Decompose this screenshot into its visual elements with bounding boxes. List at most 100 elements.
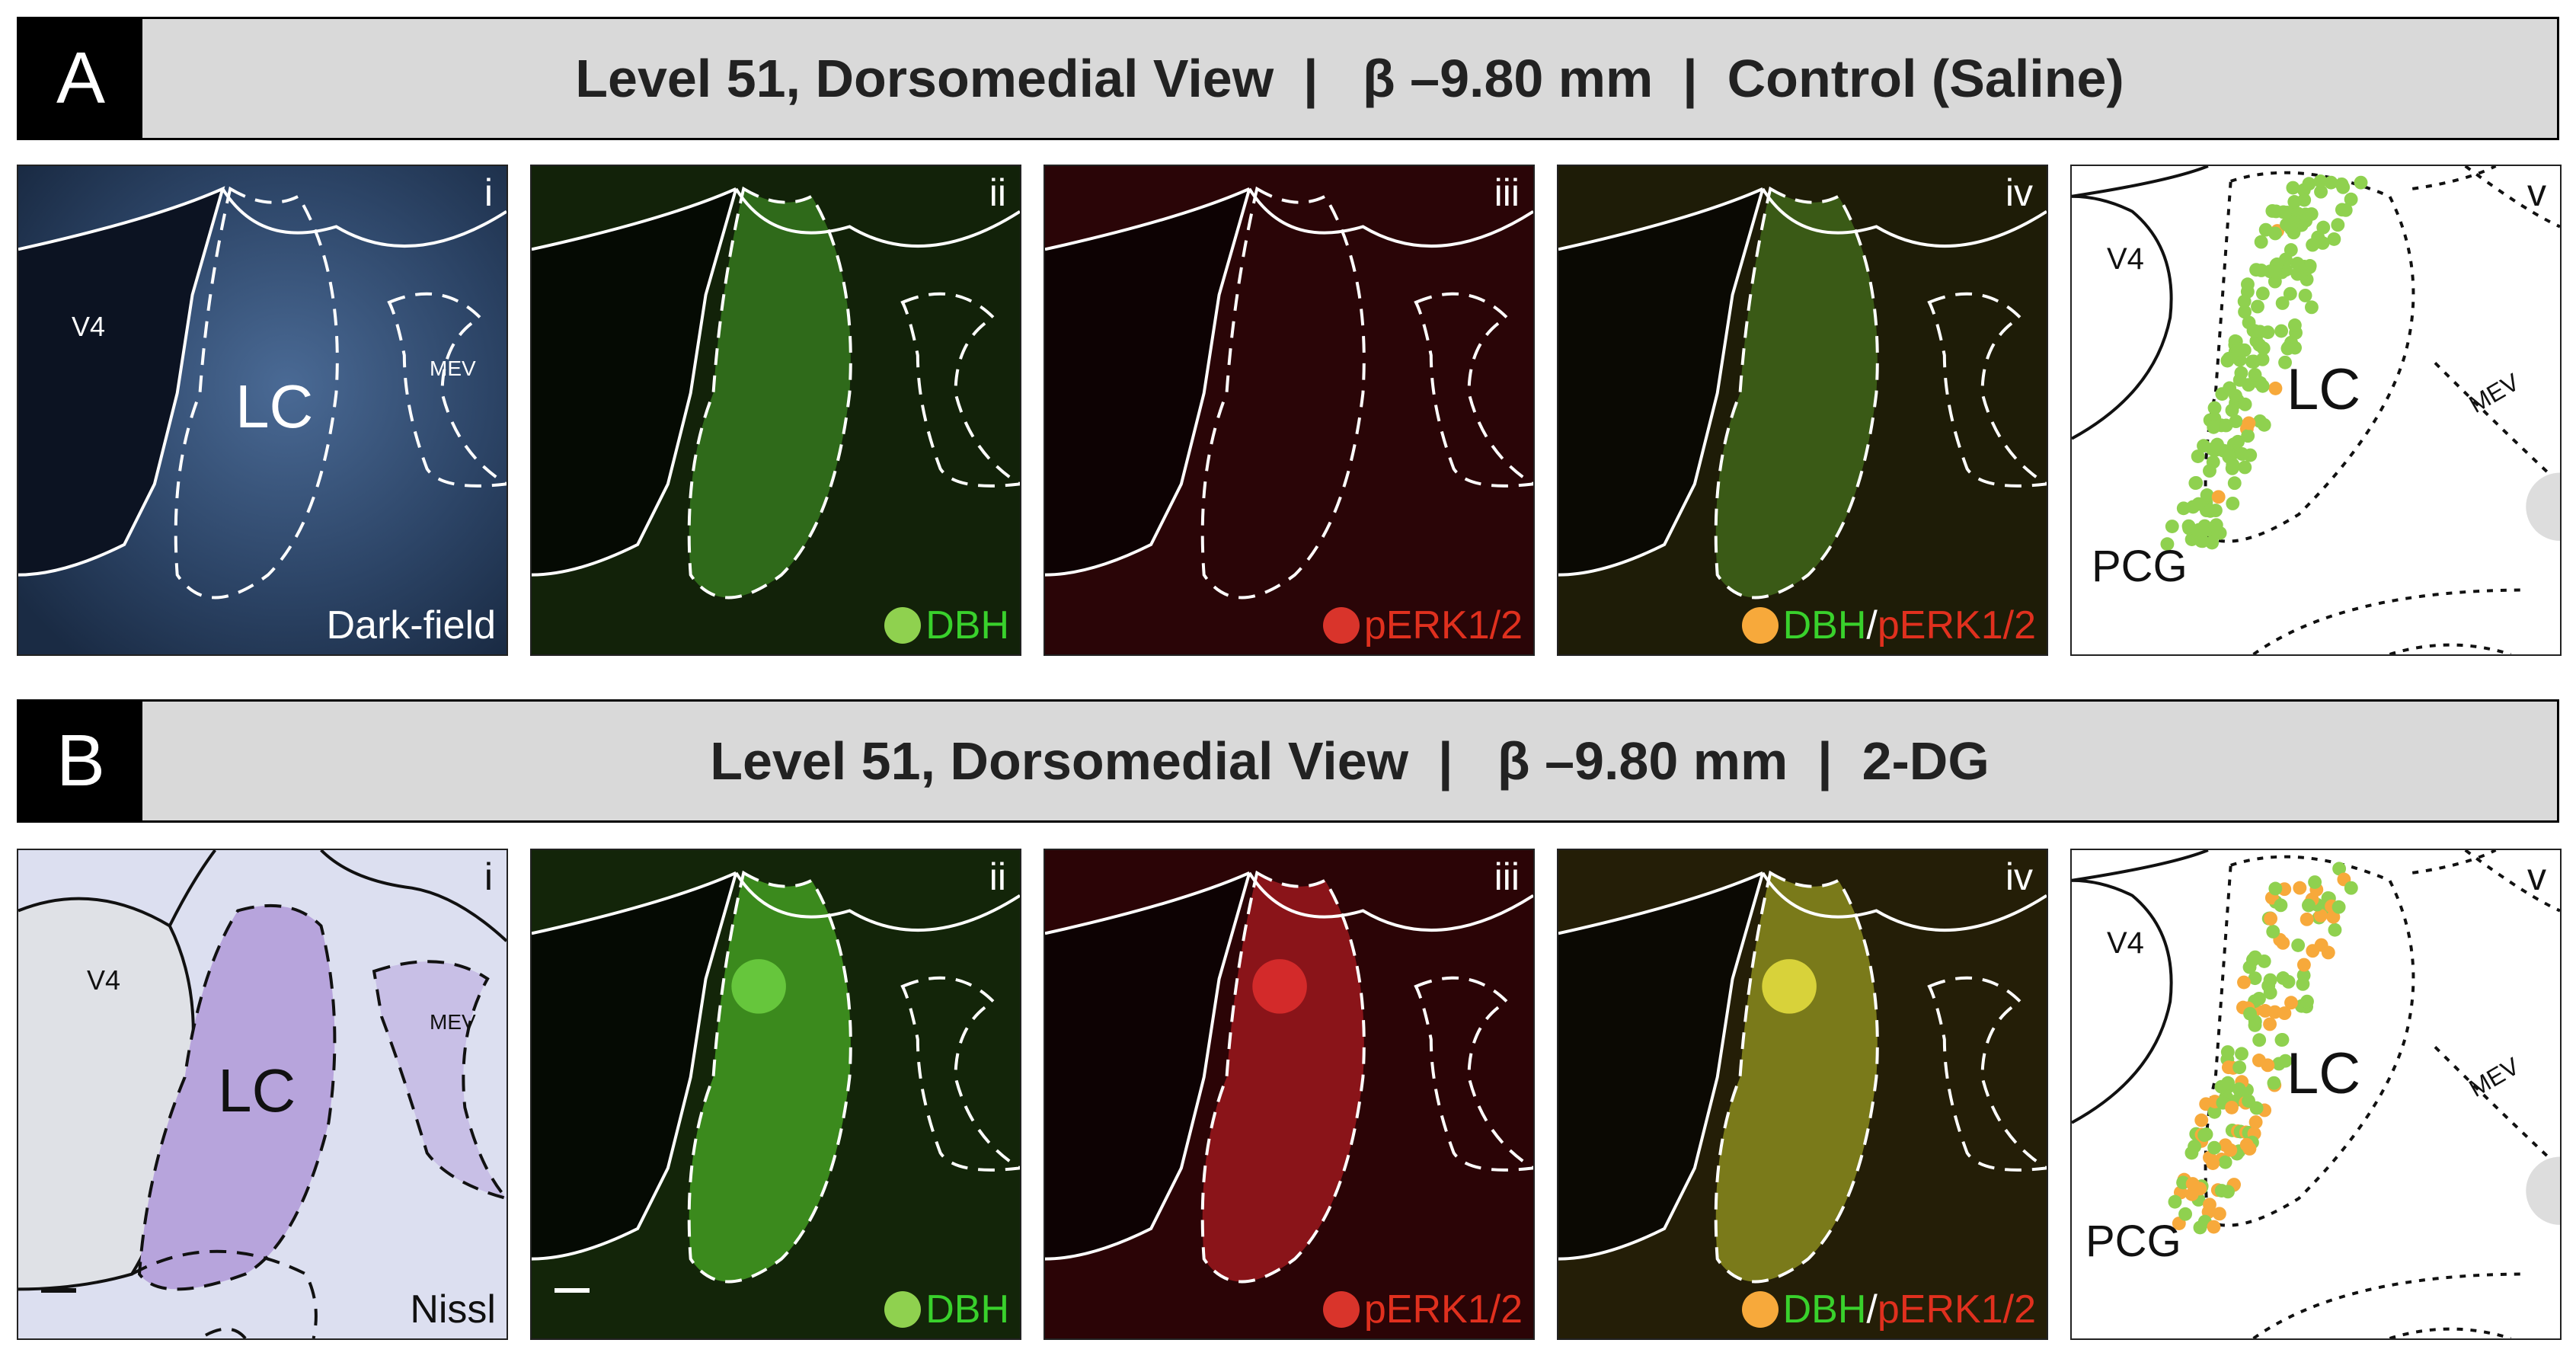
cell-marker — [2328, 923, 2342, 937]
cell-marker — [2255, 379, 2270, 393]
cell-marker — [2291, 938, 2306, 952]
cell-marker — [2219, 418, 2233, 433]
dbh-legend: DBH — [884, 603, 1009, 648]
cell-marker — [2248, 367, 2262, 382]
cell-marker — [2296, 958, 2311, 972]
cell-marker — [2242, 1142, 2257, 1156]
panel-b-i-nissl: i V4 LC MEV Nissl — [17, 849, 508, 1340]
cell-marker — [2242, 416, 2256, 430]
cell-marker — [2176, 501, 2191, 516]
row-b-letter: B — [19, 702, 142, 820]
row-a-title: Level 51, Dorsomedial View | β –9.80 mm … — [575, 49, 2124, 108]
row-b-banner: B Level 51, Dorsomedial View | β –9.80 m… — [17, 699, 2559, 823]
cell-marker — [2287, 195, 2302, 209]
merge-dot-icon — [1741, 1291, 1779, 1328]
cell-marker — [2266, 924, 2280, 939]
cell-marker — [2185, 1177, 2200, 1191]
cell-marker — [2241, 277, 2255, 292]
panel-number: i — [484, 855, 493, 898]
merge-dot-icon — [1741, 607, 1779, 644]
scale-bar — [555, 1288, 590, 1293]
cell-marker — [2338, 203, 2353, 217]
cell-marker — [2181, 519, 2196, 533]
cell-marker — [2210, 437, 2224, 452]
cell-marker — [2234, 366, 2248, 380]
cell-marker — [2238, 397, 2252, 411]
merge-label-slash: / — [1866, 1287, 1878, 1332]
merge-label-perk: pERK1/2 — [1877, 1287, 2036, 1332]
merge-legend: DBH / pERK1/2 — [1741, 603, 2036, 648]
cell-marker — [2268, 264, 2282, 279]
cell-marker — [2194, 1113, 2209, 1127]
cell-marker — [2207, 420, 2221, 434]
panel-b-iv-merge: iv DBH / pERK1/2 — [1557, 849, 2048, 1340]
cell-marker — [2275, 1033, 2290, 1047]
cell-marker — [2336, 180, 2351, 194]
cell-marker — [2354, 175, 2368, 190]
cell-marker — [2227, 476, 2242, 491]
cell-marker — [2280, 341, 2295, 356]
cell-marker — [2277, 1006, 2292, 1021]
cell-marker — [2284, 221, 2298, 235]
cell-marker — [2222, 351, 2236, 366]
cell-marker — [2184, 1146, 2199, 1160]
cell-marker — [2256, 341, 2271, 356]
cell-marker — [2193, 1220, 2207, 1235]
panel-number: iii — [1494, 855, 1520, 898]
cell-marker — [2232, 1060, 2247, 1075]
cell-marker — [2235, 1047, 2248, 1061]
region-pcg-label: PCG — [2085, 1217, 2181, 1266]
cell-marker — [2220, 1045, 2235, 1059]
dbh-dot-icon — [884, 607, 922, 644]
cell-marker — [2263, 986, 2277, 1000]
cell-marker — [2211, 526, 2226, 540]
panel-a-iv-merge: iv DBH / pERK1/2 — [1557, 165, 2048, 656]
cell-marker — [2243, 448, 2258, 462]
cell-marker — [2331, 218, 2345, 232]
cell-marker — [2242, 1094, 2255, 1108]
cell-marker — [2316, 236, 2330, 250]
cell-marker — [2293, 881, 2307, 895]
perk-label: pERK1/2 — [1363, 1287, 1523, 1332]
cell-marker — [2241, 429, 2255, 443]
cell-marker — [2252, 1054, 2266, 1067]
cell-marker — [2300, 261, 2315, 276]
cell-marker — [2313, 174, 2328, 188]
cell-marker — [2226, 496, 2240, 510]
cell-marker — [2207, 1220, 2221, 1234]
cell-marker — [2284, 996, 2298, 1010]
cell-marker — [2286, 181, 2300, 195]
cell-marker — [2321, 945, 2335, 960]
panel-number: iv — [2005, 855, 2033, 898]
perk-legend: pERK1/2 — [1322, 1287, 1523, 1332]
cell-marker — [2268, 381, 2283, 395]
cell-marker — [2221, 1185, 2235, 1199]
panel-b-ii-dbh: ii DBH — [530, 849, 1021, 1340]
cell-marker — [2296, 977, 2310, 991]
region-v4-label: V4 — [87, 964, 121, 996]
panel-a-i-darkfield: i V4 LC MEV Dark-field — [17, 165, 508, 656]
cell-marker — [2344, 192, 2358, 206]
perk-legend: pERK1/2 — [1322, 603, 1523, 648]
cell-marker — [2274, 898, 2288, 913]
cell-marker — [2229, 389, 2242, 403]
cell-marker — [2242, 960, 2257, 974]
panel-number: v — [2527, 855, 2546, 898]
merge-label-dbh: DBH — [1782, 1287, 1867, 1332]
region-v4-label: V4 — [2107, 242, 2144, 276]
dbh-dot-icon — [884, 1291, 922, 1328]
cell-marker — [2257, 954, 2271, 968]
stain-label: Dark-field — [326, 603, 497, 648]
panel-number: ii — [989, 171, 1006, 214]
cell-marker — [2248, 1115, 2263, 1130]
merge-label-slash: / — [1866, 603, 1878, 648]
cell-marker — [2268, 881, 2283, 896]
merge-label-perk: pERK1/2 — [1877, 603, 2036, 648]
cell-marker — [2238, 460, 2252, 475]
region-lc-label: LC — [235, 373, 314, 440]
cell-marker — [2207, 1140, 2222, 1155]
panel-number: iii — [1494, 171, 1520, 214]
cell-marker — [2246, 354, 2261, 369]
cell-marker — [2251, 299, 2264, 314]
row-b-title: Level 51, Dorsomedial View | β –9.80 mm … — [710, 731, 1990, 791]
